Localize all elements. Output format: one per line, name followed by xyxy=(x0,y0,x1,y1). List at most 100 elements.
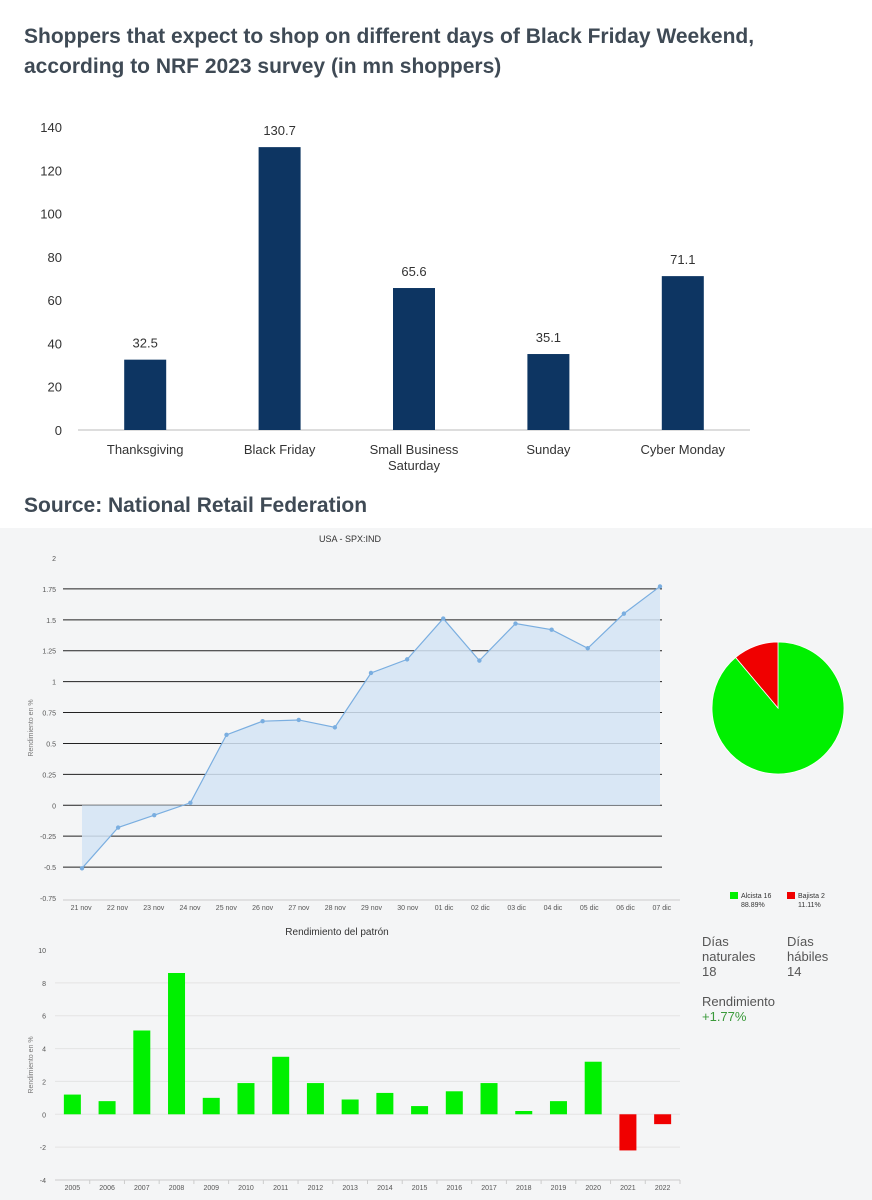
x-tick-label: 02 dic xyxy=(471,905,490,912)
y-tick-label: -2 xyxy=(40,1145,46,1152)
y-tick-label: 60 xyxy=(48,293,62,308)
legend-label: Alcista 16 xyxy=(741,893,771,900)
data-point xyxy=(260,719,265,724)
legend-label: Bajista 2 xyxy=(798,893,825,900)
y-tick-label: 1.75 xyxy=(42,587,56,594)
dias-naturales-value: 18 xyxy=(702,964,717,979)
x-tick-label: 27 nov xyxy=(288,905,310,912)
x-tick-label: 2009 xyxy=(203,1185,219,1192)
y-tick-label: 2 xyxy=(52,556,56,563)
bar xyxy=(393,288,435,430)
x-tick-label: 2010 xyxy=(238,1185,254,1192)
x-tick-label: 2017 xyxy=(481,1185,497,1192)
data-point xyxy=(549,627,554,632)
dias-naturales-label-2: naturales xyxy=(702,949,756,964)
bar-value-label: 71.1 xyxy=(670,252,695,267)
pie-slice xyxy=(735,641,779,710)
chart-title: Shoppers that expect to shop on differen… xyxy=(24,25,755,78)
x-tick-label: 30 nov xyxy=(397,905,419,912)
x-tick-label: 2019 xyxy=(551,1185,567,1192)
y-tick-label: 0.5 xyxy=(46,741,56,748)
x-tick-label: Sunday xyxy=(526,442,571,457)
bar xyxy=(237,1083,255,1115)
data-point xyxy=(585,646,590,651)
bar xyxy=(341,1099,359,1115)
legend-swatch xyxy=(730,892,738,899)
bar xyxy=(258,147,301,430)
x-tick-label: 21 nov xyxy=(71,905,93,912)
bar-value-label: 130.7 xyxy=(263,123,296,138)
x-tick-label: 04 dic xyxy=(544,905,563,912)
x-tick-label: 2008 xyxy=(169,1185,185,1192)
y-tick-label: 20 xyxy=(48,380,62,395)
x-tick-label: 2015 xyxy=(412,1185,428,1192)
y-tick-label: 140 xyxy=(40,120,62,135)
bar xyxy=(515,1111,533,1115)
bar xyxy=(619,1114,637,1151)
dias-habiles-label-1: Días xyxy=(787,934,814,949)
data-point xyxy=(188,800,193,805)
legend-percent: 88.89% xyxy=(741,902,765,909)
bar-chart-title: Rendimiento del patrón xyxy=(285,927,388,938)
y-tick-label: 0.25 xyxy=(42,772,56,779)
y-tick-label: -0.75 xyxy=(40,896,56,903)
bar xyxy=(63,1094,81,1115)
x-tick-label: 2012 xyxy=(308,1185,324,1192)
area-chart-title: USA - SPX:IND xyxy=(319,534,382,544)
x-tick-label: 2020 xyxy=(585,1185,601,1192)
y-tick-label: 6 xyxy=(42,1014,46,1021)
bar xyxy=(133,1030,151,1115)
x-tick-label: 23 nov xyxy=(143,905,165,912)
spx-dashboard-panel: USA - SPX:IND -0.75 -0.5 -0.25 0 0.25 0.5 0.75 1… xyxy=(0,528,872,1200)
data-point xyxy=(79,866,85,871)
data-point xyxy=(621,611,627,616)
bar xyxy=(98,1101,116,1115)
x-tick-label: 06 dic xyxy=(616,905,635,912)
data-point xyxy=(368,670,374,676)
data-point xyxy=(657,584,663,589)
data-point xyxy=(404,657,410,662)
data-point xyxy=(332,725,338,730)
bar-value-label: 65.6 xyxy=(401,264,426,279)
bar xyxy=(272,1056,290,1115)
x-tick-label: 2022 xyxy=(655,1185,671,1192)
y-tick-label: 1.25 xyxy=(42,649,56,656)
y-tick-label: 0 xyxy=(55,423,62,438)
x-tick-label: 22 nov xyxy=(107,905,129,912)
dias-naturales-label-1: Días xyxy=(702,934,729,949)
bar xyxy=(654,1114,672,1125)
bar xyxy=(480,1083,498,1115)
y-tick-label: 8 xyxy=(42,981,46,988)
bar xyxy=(445,1091,463,1115)
x-tick-label: 2005 xyxy=(65,1185,81,1192)
y-tick-label: -0.25 xyxy=(40,834,56,841)
y-tick-label: 80 xyxy=(48,250,62,265)
bar xyxy=(661,276,704,430)
bar xyxy=(202,1097,220,1115)
x-tick-label: 2016 xyxy=(447,1185,463,1192)
nrf-chart-panel: Shoppers that expect to shop on differen… xyxy=(0,0,872,528)
y-tick-label: 10 xyxy=(38,948,46,955)
x-tick-label: Thanksgiving xyxy=(107,442,184,457)
y-tick-label: 100 xyxy=(40,207,62,222)
x-tick-label: 07 dic xyxy=(653,905,672,912)
x-tick-label: 26 nov xyxy=(252,905,274,912)
chart-source: Source: National Retail Federation xyxy=(24,494,368,517)
y-tick-label: 0.75 xyxy=(42,711,56,718)
data-point xyxy=(477,658,482,663)
area-fill xyxy=(82,586,660,869)
y-tick-label: 0 xyxy=(42,1112,46,1119)
y-axis-label: Rendimiento en % xyxy=(28,699,35,756)
x-tick-label: 2021 xyxy=(620,1185,636,1192)
bar xyxy=(527,354,570,430)
data-point xyxy=(441,616,446,621)
y-tick-label: -4 xyxy=(40,1178,46,1185)
data-point xyxy=(224,732,229,737)
x-tick-label: 05 dic xyxy=(580,905,599,912)
y-tick-label: -0.5 xyxy=(44,865,56,872)
x-tick-label: 28 nov xyxy=(325,905,347,912)
x-tick-label: Black Friday xyxy=(244,442,316,457)
dias-habiles-value: 14 xyxy=(787,964,802,979)
rendimiento-value: +1.77% xyxy=(702,1009,747,1024)
y-tick-label: 120 xyxy=(40,163,62,178)
